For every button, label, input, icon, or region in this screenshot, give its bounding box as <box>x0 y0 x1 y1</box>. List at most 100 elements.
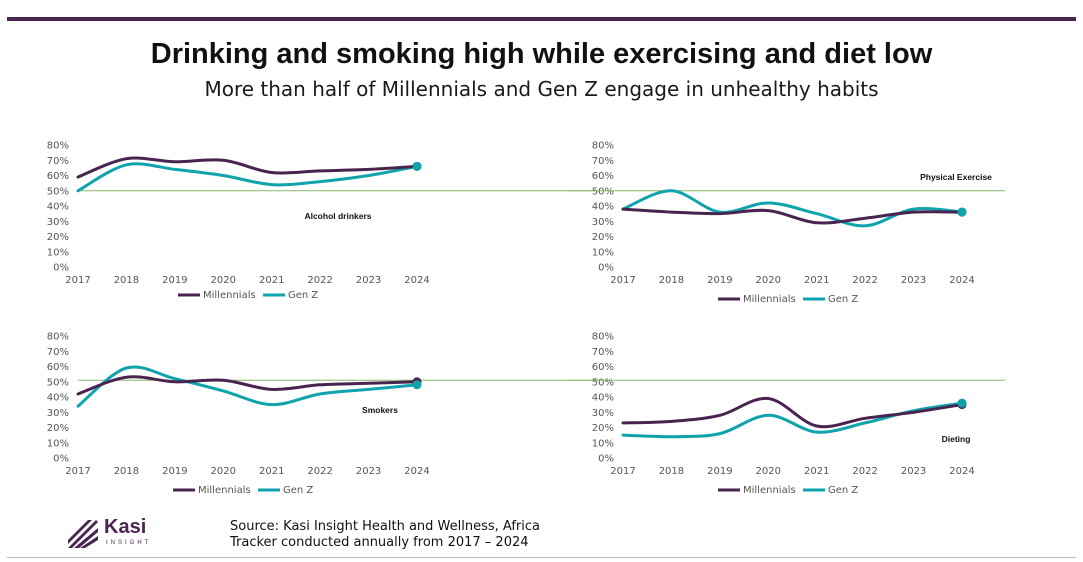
dieting-ytick-label: 70% <box>592 347 614 358</box>
physical-exercise-ytick-label: 0% <box>598 263 614 274</box>
dieting-xtick-label: 2022 <box>852 466 877 477</box>
bottom-divider <box>7 557 1076 558</box>
alcohol-drinkers-ytick-label: 40% <box>47 202 69 213</box>
physical-exercise-legend-millennials-label: Millennials <box>743 294 796 305</box>
source-line-1: Source: Kasi Insight Health and Wellness… <box>230 519 540 534</box>
dieting-xtick-label: 2024 <box>949 466 974 477</box>
physical-exercise-xtick-label: 2024 <box>949 275 974 286</box>
physical-exercise-ytick-label: 80% <box>592 141 614 152</box>
physical-exercise-xtick-label: 2020 <box>756 275 781 286</box>
physical-exercise-ytick-label: 30% <box>592 217 614 228</box>
dieting-xtick-label: 2021 <box>804 466 829 477</box>
alcohol-drinkers-ytick-label: 50% <box>47 186 69 197</box>
alcohol-drinkers-xtick-label: 2020 <box>211 275 236 286</box>
dieting-ytick-label: 60% <box>592 362 614 373</box>
physical-exercise-ytick-label: 20% <box>592 232 614 243</box>
smokers-ytick-label: 40% <box>47 393 69 404</box>
dieting-xtick-label: 2017 <box>610 466 635 477</box>
logo-tagline: INSIGHT <box>106 540 152 546</box>
smokers-ytick-label: 80% <box>47 332 69 343</box>
alcohol-drinkers-genz-end-marker <box>412 161 422 171</box>
dieting-xtick-label: 2018 <box>659 466 684 477</box>
physical-exercise-ytick-label: 40% <box>592 202 614 213</box>
kasi-logo-mark-icon <box>68 520 98 548</box>
physical-exercise-ytick-label: 70% <box>592 156 614 167</box>
dieting-millennials-line <box>621 396 964 429</box>
alcohol-drinkers-xtick-label: 2022 <box>307 275 332 286</box>
alcohol-drinkers-xtick-label: 2023 <box>356 275 381 286</box>
alcohol-drinkers-xtick-label: 2024 <box>404 275 429 286</box>
smokers-xtick-label: 2023 <box>356 466 381 477</box>
chart-smokers: 0% 10% 20% 30% 40% 50% 60% 70% 80% 2017 2018 2019 20… <box>47 332 600 496</box>
dieting-label: Dieting <box>942 434 971 444</box>
alcohol-drinkers-xtick-label: 2018 <box>114 275 139 286</box>
chart-dieting: 0% 10% 20% 30% 40% 50% 60% 70% 80% 2017 2018 2019 20… <box>567 332 1005 496</box>
dieting-ytick-label: 40% <box>592 393 614 404</box>
source-line-2: Tracker conducted annually from 2017 – 2… <box>230 535 529 550</box>
dieting-ytick-label: 0% <box>598 454 614 465</box>
smokers-ytick-label: 10% <box>47 438 69 449</box>
kasi-logo: Kasi INSIGHT <box>66 516 176 552</box>
physical-exercise-xtick-label: 2019 <box>707 275 732 286</box>
alcohol-drinkers-ytick-label: 10% <box>47 247 69 258</box>
chart-physical-exercise: 0% 10% 20% 30% 40% 50% 60% 70% 80% 2017 2018 2019 20… <box>567 141 1005 305</box>
physical-exercise-ytick-label: 50% <box>592 186 614 197</box>
dieting-ytick-label: 10% <box>592 438 614 449</box>
smokers-xtick-label: 2021 <box>259 466 284 477</box>
physical-exercise-xtick-label: 2023 <box>901 275 926 286</box>
alcohol-drinkers-legend-genz-label: Gen Z <box>288 290 318 301</box>
physical-exercise-xtick-label: 2022 <box>852 275 877 286</box>
alcohol-drinkers-legend-millennials-label: Millennials <box>203 290 256 301</box>
dieting-ytick-label: 80% <box>592 332 614 343</box>
alcohol-drinkers-xtick-label: 2021 <box>259 275 284 286</box>
alcohol-drinkers-xtick-label: 2017 <box>65 275 90 286</box>
smokers-ytick-label: 50% <box>47 377 69 388</box>
alcohol-drinkers-ytick-label: 80% <box>47 141 69 152</box>
alcohol-drinkers-xtick-label: 2019 <box>162 275 187 286</box>
dieting-xtick-label: 2019 <box>707 466 732 477</box>
smokers-millennials-line <box>76 375 419 396</box>
source-note: Source: Kasi Insight Health and Wellness… <box>230 519 540 551</box>
page-subtitle: More than half of Millennials and Gen Z … <box>204 77 879 101</box>
smokers-ytick-label: 20% <box>47 423 69 434</box>
smokers-ytick-label: 70% <box>47 347 69 358</box>
smokers-xtick-label: 2018 <box>114 466 139 477</box>
alcohol-drinkers-millennials-line <box>76 156 419 179</box>
smokers-xtick-label: 2019 <box>162 466 187 477</box>
dieting-ytick-label: 50% <box>592 377 614 388</box>
dieting-genz-end-marker <box>957 398 967 408</box>
dieting-xtick-label: 2023 <box>901 466 926 477</box>
page-title: Drinking and smoking high while exercisi… <box>150 38 933 70</box>
smokers-ytick-label: 30% <box>47 408 69 419</box>
smokers-ytick-label: 0% <box>53 454 69 465</box>
physical-exercise-genz-end-marker <box>957 207 967 217</box>
alcohol-drinkers-ytick-label: 30% <box>47 217 69 228</box>
smokers-xtick-label: 2020 <box>211 466 236 477</box>
dieting-ytick-label: 20% <box>592 423 614 434</box>
dieting-xtick-label: 2020 <box>756 466 781 477</box>
alcohol-drinkers-ytick-label: 20% <box>47 232 69 243</box>
dieting-legend-millennials-label: Millennials <box>743 485 796 496</box>
physical-exercise-xtick-label: 2017 <box>610 275 635 286</box>
smokers-xtick-label: 2024 <box>404 466 429 477</box>
smokers-xtick-label: 2022 <box>307 466 332 477</box>
physical-exercise-xtick-label: 2018 <box>659 275 684 286</box>
physical-exercise-xtick-label: 2021 <box>804 275 829 286</box>
smokers-legend-genz-label: Gen Z <box>283 485 313 496</box>
alcohol-drinkers-ytick-label: 60% <box>47 171 69 182</box>
physical-exercise-millennials-line <box>621 207 964 225</box>
dieting-legend-genz-label: Gen Z <box>828 485 858 496</box>
dieting-ytick-label: 30% <box>592 408 614 419</box>
top-accent-bar <box>7 17 1076 21</box>
smokers-label: Smokers <box>362 405 398 415</box>
chart-alcohol-drinkers: 0% 10% 20% 30% 40% 50% 60% 70% 80% 2017 2018 2019 20… <box>47 141 600 301</box>
smokers-genz-line <box>76 365 419 408</box>
smokers-legend-millennials-label: Millennials <box>198 485 251 496</box>
alcohol-drinkers-label: Alcohol drinkers <box>304 211 371 221</box>
physical-exercise-ytick-label: 10% <box>592 247 614 258</box>
logo-name: Kasi <box>104 516 147 538</box>
physical-exercise-genz-line <box>621 189 964 228</box>
alcohol-drinkers-genz-line <box>76 162 419 193</box>
physical-exercise-legend-genz-label: Gen Z <box>828 294 858 305</box>
alcohol-drinkers-ytick-label: 70% <box>47 156 69 167</box>
